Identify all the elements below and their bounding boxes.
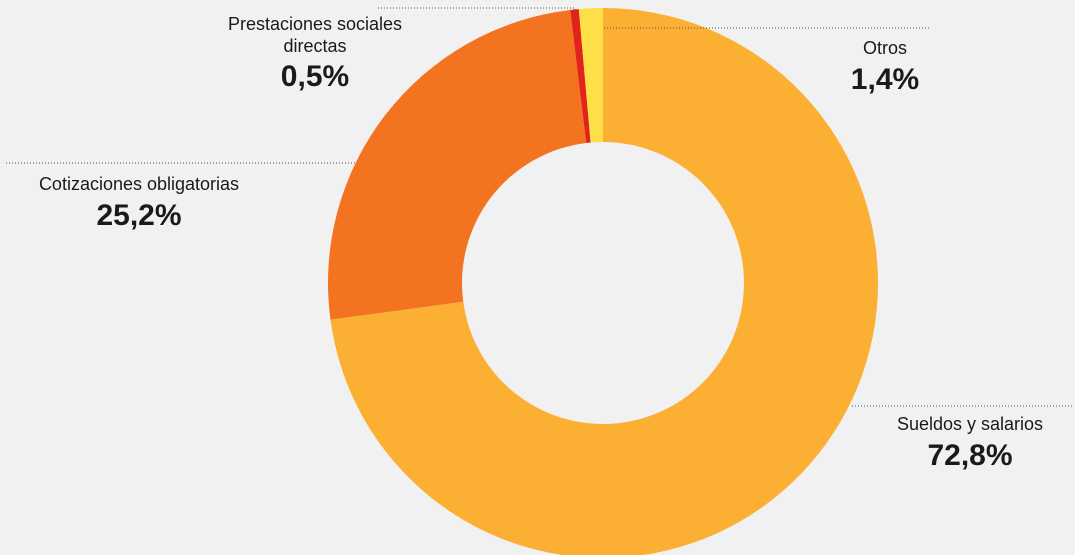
label-sueldos: Sueldos y salarios 72,8%: [870, 414, 1070, 474]
label-otros: Otros 1,4%: [805, 38, 965, 98]
prestaciones-leader-line: [378, 7, 576, 14]
prestaciones-value: 0,5%: [280, 60, 350, 94]
otros-value: 1,4%: [850, 62, 920, 96]
cotizaciones-value: 25,2%: [96, 198, 182, 232]
prestaciones-name-line2: directas: [283, 35, 347, 56]
prestaciones-name-line1: Prestaciones sociales: [227, 14, 403, 34]
slice-otros: [578, 8, 603, 143]
sueldos-name: Sueldos y salarios: [896, 414, 1044, 434]
label-prestaciones: Prestaciones sociales directas 0,5%: [190, 14, 440, 95]
cotizaciones-name: Cotizaciones obligatorias: [38, 174, 240, 194]
label-cotizaciones: Cotizaciones obligatorias 25,2%: [0, 174, 278, 234]
slice-prestaciones: [570, 9, 591, 144]
sueldos-value: 72,8%: [927, 438, 1013, 472]
slice-cotizaciones: [328, 9, 587, 320]
slice-sueldos: [330, 8, 878, 555]
otros-name: Otros: [862, 38, 907, 58]
